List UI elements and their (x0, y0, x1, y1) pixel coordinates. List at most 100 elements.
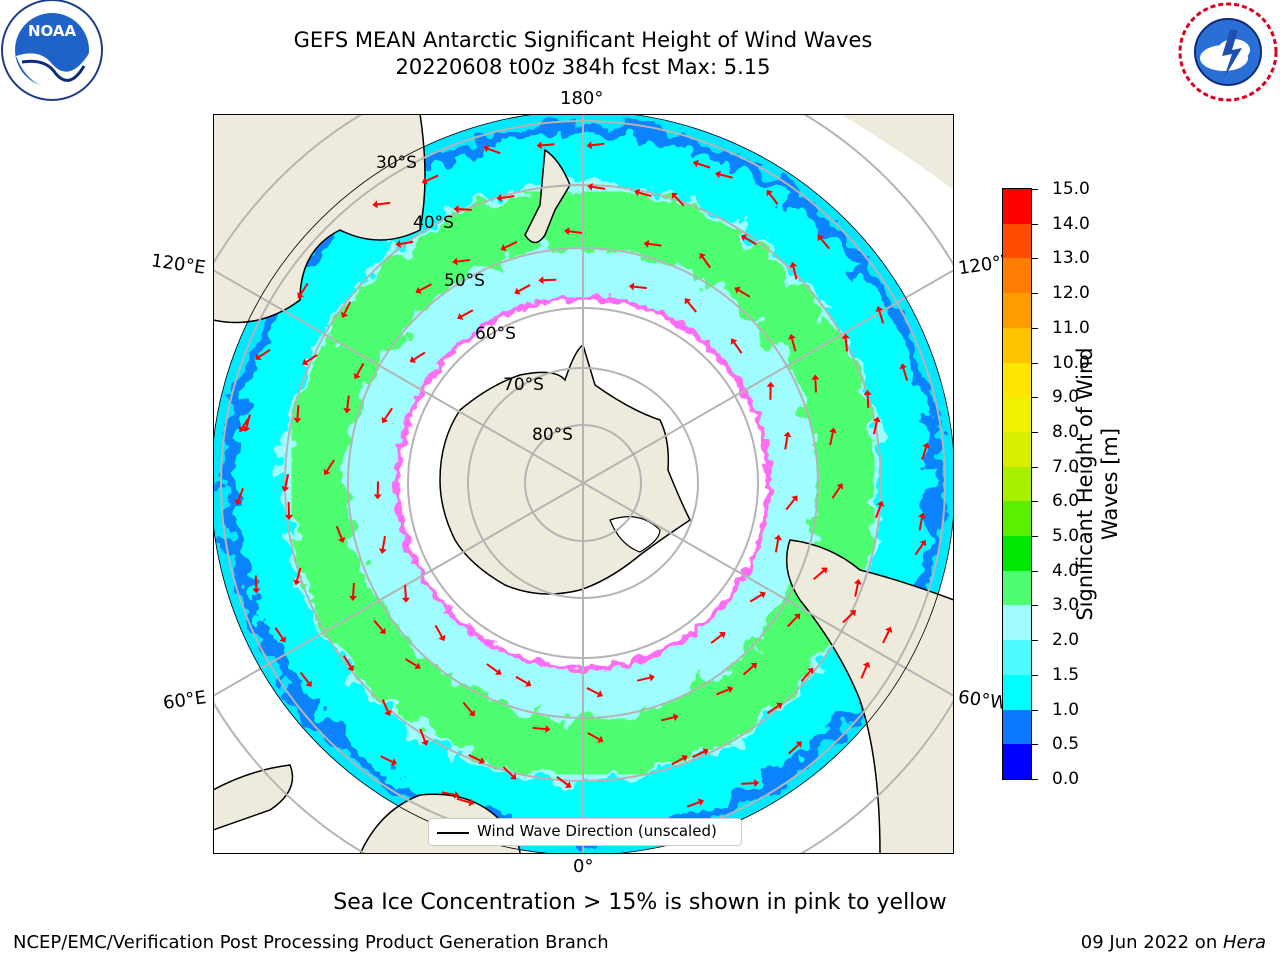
wind-arrow-head (500, 243, 507, 252)
wind-arrow-shaft (744, 237, 757, 246)
wind-arrow-shaft (501, 195, 515, 199)
colorbar-segment (1003, 396, 1031, 432)
wind-arrow-head (323, 468, 331, 476)
colorbar-tick-label: 2.0 (1052, 630, 1080, 651)
wind-arrow-shaft (742, 665, 754, 676)
colorbar-segment (1003, 431, 1031, 467)
wind-arrow-shaft (419, 728, 426, 742)
map-graticule (213, 114, 954, 854)
wind-arrow-head (671, 192, 678, 199)
wind-arrow-shaft (296, 567, 302, 581)
wind-arrow-head (643, 239, 650, 248)
wind-arrow-shaft (274, 627, 284, 639)
colorbar-tick-label: 0.0 (1052, 769, 1080, 789)
colorbar-tick-label: 7.0 (1052, 456, 1080, 477)
wind-arrow-head (510, 773, 517, 780)
wind-arrow-shaft (774, 539, 780, 553)
pacific-corner-land (840, 114, 954, 190)
wind-arrow-shaft (380, 755, 393, 763)
wind-arrow-head (409, 356, 417, 363)
wind-arrow-head (899, 363, 908, 370)
wind-arrow-head (836, 483, 844, 490)
wind-arrow-head (302, 358, 309, 366)
wind-arrow-head (740, 234, 748, 242)
wind-arrow-head (634, 188, 640, 197)
wind-arrow-head (564, 227, 570, 236)
wind-arrow-head (586, 141, 593, 150)
colorbar-tick (1032, 744, 1038, 746)
colorbar-segment (1003, 223, 1031, 259)
wind-arrow-shaft (749, 594, 762, 603)
colorbar-tick (1032, 709, 1038, 711)
wind-arrow-shaft (258, 348, 271, 358)
wind-arrow-shaft (541, 143, 555, 147)
wind-arrow-shaft (875, 505, 882, 519)
wind-arrow-head (340, 311, 349, 318)
wind-arrow-shaft (813, 570, 825, 581)
footer-machine: Hera (1222, 932, 1266, 953)
wind-arrow-head (457, 312, 464, 320)
wind-arrow-head (922, 442, 930, 449)
lat-label-40s: 40°S (413, 213, 454, 233)
new-zealand-land (524, 148, 571, 244)
wind-arrow-shaft (404, 584, 407, 598)
colorbar-tick-label: 3.0 (1052, 595, 1080, 616)
wind-arrow-head (453, 205, 459, 214)
wind-arrow-shaft (741, 782, 755, 785)
colorbar-segment (1003, 257, 1031, 294)
wind-arrow-shaft (425, 174, 439, 182)
lon-label-120e: 120°E (149, 250, 207, 279)
wind-arrow-shaft (462, 701, 473, 714)
wind-arrow-head (495, 668, 502, 675)
lat-label-30s: 30°S (376, 153, 417, 173)
wind-arrow-head (421, 177, 428, 185)
colorbar-segment (1003, 604, 1031, 641)
lat-label-70s: 70°S (503, 375, 544, 395)
legend-label: Wind Wave Direction (unscaled) (477, 822, 717, 840)
wind-arrow-shaft (660, 716, 675, 722)
wind-arrow-shaft (305, 353, 318, 363)
wind-arrow-shaft (633, 285, 647, 290)
colorbar-segment (1003, 292, 1031, 328)
wind-arrow-shaft (458, 208, 472, 211)
wind-arrow-head (753, 779, 760, 788)
wind-arrow-shaft (814, 379, 818, 393)
wind-arrow-head (730, 338, 738, 345)
wind-arrow-head (597, 735, 604, 743)
wind-arrow-shaft (457, 258, 471, 263)
wind-arrow-head (478, 756, 485, 765)
wind-arrow-shaft (791, 338, 797, 352)
wind-arrow-shaft (787, 616, 798, 628)
wind-arrow-shaft (461, 309, 474, 318)
colorbar-tick (1032, 605, 1038, 607)
wind-arrow-head (281, 486, 290, 492)
wind-arrow-head (628, 282, 635, 291)
wind-arrow-head (681, 754, 688, 762)
wind-arrow-head (774, 534, 783, 541)
wind-arrow-head (795, 741, 802, 748)
wind-arrow-shaft (800, 670, 811, 682)
wind-arrow-head (811, 374, 820, 380)
colorbar-tick-label: 12.0 (1052, 283, 1090, 304)
wind-arrow-shaft (860, 665, 868, 679)
wind-arrow-head (692, 159, 699, 168)
wind-arrow-shaft (921, 446, 928, 460)
colorbar-tick (1032, 431, 1038, 433)
wind-arrow-shaft (381, 699, 389, 712)
wind-arrow-head (353, 372, 361, 380)
wind-arrow-shaft (352, 583, 355, 597)
wind-arrow-shaft (784, 436, 789, 450)
noaa-logo: NOAA (1, 0, 103, 101)
wind-arrow-head (390, 758, 397, 766)
wind-arrow-shaft (326, 459, 335, 472)
wind-arrow-shaft (686, 801, 700, 808)
wind-arrow-head (238, 425, 246, 433)
wind-arrow-head (828, 427, 837, 434)
wind-arrow-shaft (404, 658, 418, 667)
wind-arrow-shaft (691, 750, 705, 758)
colorbar-tick (1032, 223, 1038, 225)
wind-arrow-shaft (373, 619, 384, 631)
wind-arrow-head (496, 193, 503, 202)
wind-arrow-shaft (384, 407, 393, 420)
wind-arrow-head (759, 591, 766, 599)
